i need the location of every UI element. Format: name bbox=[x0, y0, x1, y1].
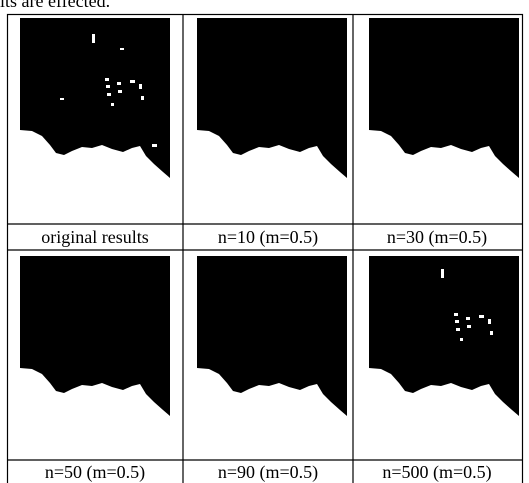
caption: n=10 (m=0.5) bbox=[218, 227, 318, 248]
result-image bbox=[20, 18, 170, 213]
caption: n=500 (m=0.5) bbox=[382, 462, 491, 483]
page: its are effected. bbox=[0, 0, 529, 483]
caption: n=90 (m=0.5) bbox=[218, 462, 318, 483]
result-image bbox=[197, 256, 347, 451]
result-image bbox=[20, 256, 170, 451]
result-image bbox=[369, 256, 519, 451]
caption: original results bbox=[41, 227, 148, 247]
figure-table: original results n=10 (m=0.5) n=30 (m=0.5)… bbox=[0, 0, 529, 483]
caption: n=30 (m=0.5) bbox=[387, 227, 487, 248]
caption: n=50 (m=0.5) bbox=[45, 462, 145, 483]
result-image bbox=[369, 18, 519, 213]
result-image bbox=[197, 18, 347, 213]
